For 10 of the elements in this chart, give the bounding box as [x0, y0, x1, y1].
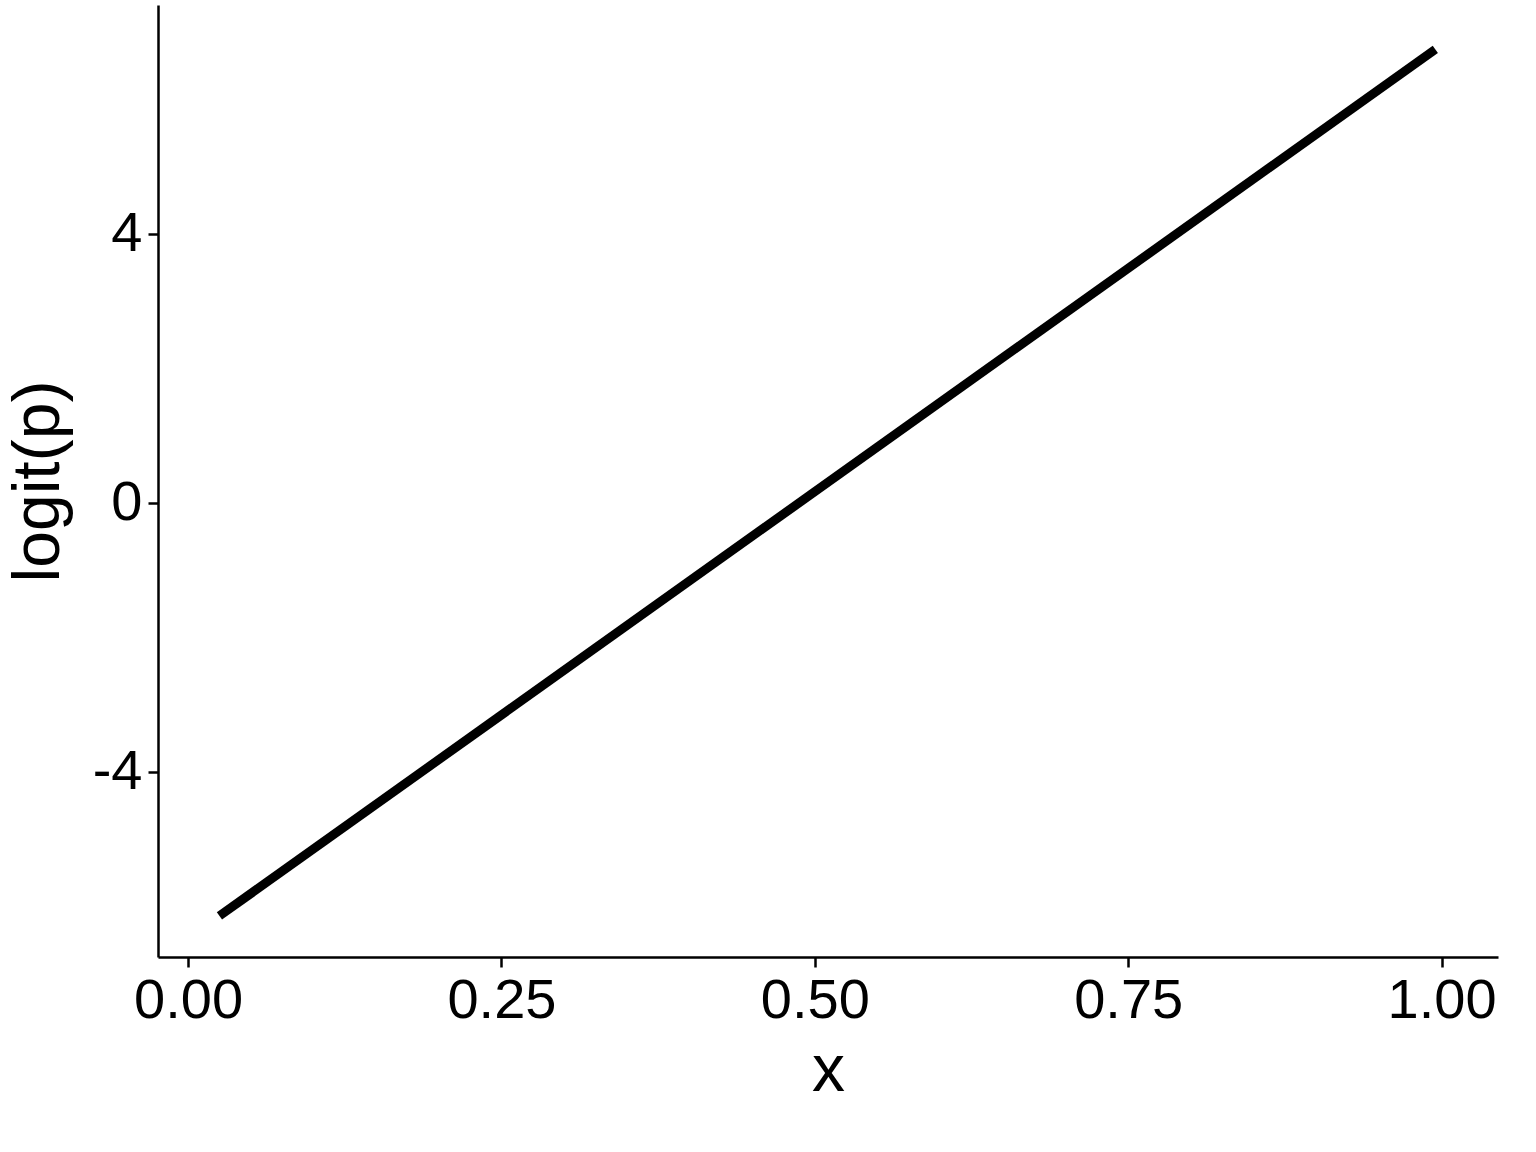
x-axis-title: x: [812, 1030, 845, 1105]
y-tick-label: 4: [111, 200, 143, 264]
x-tick-label: 0.75: [1074, 966, 1184, 1030]
x-tick-label: 0.50: [760, 966, 870, 1030]
x-tick-label: 1.00: [1387, 966, 1497, 1030]
y-axis-title: logit(p): [0, 380, 73, 583]
x-tick-label: 0.25: [447, 966, 557, 1030]
y-tick-label: 0: [111, 469, 143, 533]
y-tick-label: -4: [92, 738, 143, 802]
x-tick-label: 0.00: [134, 966, 244, 1030]
